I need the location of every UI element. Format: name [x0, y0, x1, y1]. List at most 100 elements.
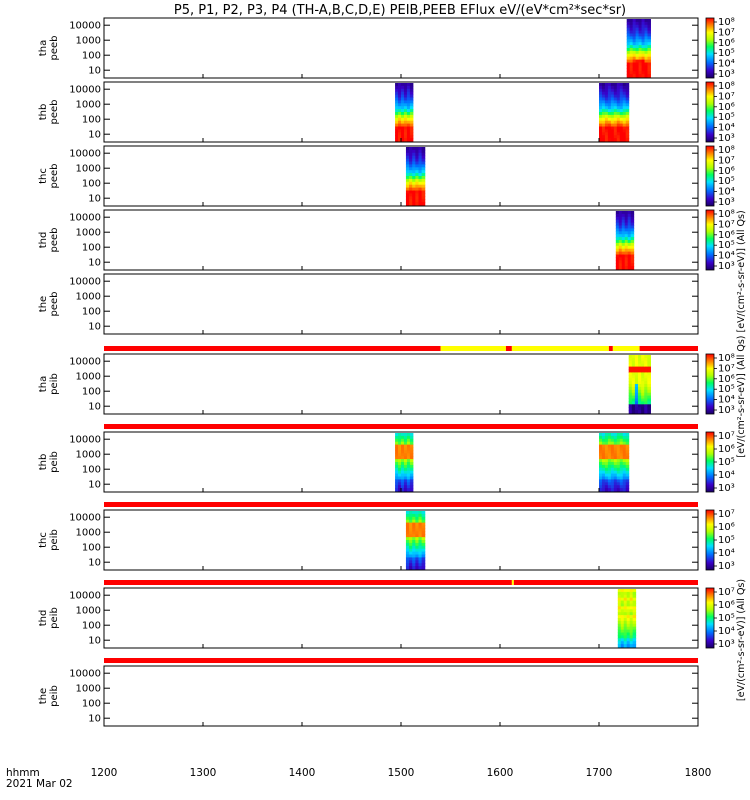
- spectrogram-cell: [409, 103, 414, 107]
- spectrogram-cell: [638, 30, 643, 34]
- spectrogram-cell: [601, 473, 606, 477]
- spectrogram-cell: [409, 138, 414, 142]
- spectrogram-cell: [623, 626, 628, 631]
- spectrogram-cell: [619, 438, 624, 443]
- spectrogram-cell: [621, 266, 626, 270]
- spectrogram-cell: [406, 433, 411, 437]
- spectrogram-cell: [627, 216, 632, 221]
- spectrogram-cell: [641, 36, 646, 40]
- spectrogram-cell: [626, 629, 631, 633]
- colorbar-tick-label: 10⁴: [718, 123, 735, 134]
- spectrogram-cell: [406, 470, 411, 475]
- spectrogram-cell: [629, 594, 634, 599]
- spectrogram-cell: [641, 71, 646, 75]
- spectrogram-cell: [401, 453, 405, 457]
- colorbar-scale: [705, 81, 715, 143]
- spectrogram-cell: [412, 176, 416, 180]
- spectrogram-cell: [395, 450, 399, 454]
- spectrogram-cell: [616, 473, 621, 477]
- spectrogram-cell: [620, 612, 625, 616]
- spectrogram-cell: [604, 138, 609, 142]
- spectrogram-cell: [599, 117, 603, 122]
- spectrogram-cell: [628, 372, 633, 376]
- colorbar-scale: [705, 209, 715, 271]
- spectrogram-cell: [607, 135, 612, 139]
- panel-frame: [103, 145, 699, 207]
- spectrogram-cell: [409, 548, 413, 553]
- spectrogram-cell: [604, 126, 609, 130]
- spectrogram-cell: [613, 132, 618, 136]
- spectrogram-cell: [395, 106, 399, 110]
- spectrogram-cell: [641, 59, 646, 63]
- colorbar-tick-label: 10⁴: [718, 187, 735, 198]
- spectrogram-cell: [625, 485, 630, 489]
- spectrogram-cell: [634, 407, 639, 411]
- colorbar-scale: [705, 587, 715, 649]
- colorbar-tick-label: 10⁴: [718, 470, 735, 481]
- spectrogram-cell: [629, 39, 634, 43]
- spectrogram-cell: [628, 381, 633, 385]
- spectrogram-cell: [629, 59, 634, 63]
- spectrogram-cell: [630, 228, 635, 232]
- spectrogram-cell: [412, 161, 416, 165]
- colorbar-tick-label: 10⁷: [718, 509, 735, 520]
- spectrogram-cell: [616, 453, 621, 457]
- spectrogram-cell: [647, 395, 651, 399]
- spectrogram-cell: [644, 45, 649, 49]
- spectrogram-cell: [406, 120, 411, 125]
- panel-ylabel-product: peib: [49, 451, 60, 473]
- spectrogram-cell: [629, 33, 634, 37]
- spectrogram-cell: [638, 33, 643, 37]
- spectrogram-cell: [626, 615, 631, 619]
- spectrogram-cell: [412, 199, 416, 203]
- spectrogram-cell: [599, 433, 603, 437]
- spectrogram-cell: [406, 109, 411, 113]
- spectrogram-cell: [604, 135, 609, 139]
- spectrogram-cell: [632, 59, 637, 63]
- spectrogram-cell: [641, 366, 645, 370]
- spectrogram-burst: [405, 511, 426, 570]
- spectrogram-cell: [613, 94, 618, 98]
- spectrogram-cell: [641, 68, 646, 72]
- spectrogram-cell: [622, 83, 627, 87]
- spectrogram-cell: [406, 112, 411, 116]
- spectrogram-cell: [403, 94, 408, 98]
- spectrogram-cell: [398, 100, 402, 104]
- spectrogram-cell: [412, 566, 416, 570]
- spectrogram-cell: [644, 27, 649, 32]
- spectrogram-cell: [619, 453, 624, 457]
- spectrogram-cell: [629, 620, 634, 625]
- spectrogram-cell: [619, 85, 624, 90]
- spectrogram-cell: [409, 551, 413, 555]
- spectrogram-cell: [415, 196, 419, 200]
- mode-bar-segment: [104, 424, 698, 429]
- y-tick-label: 10: [88, 66, 101, 77]
- spectrogram-cell: [644, 378, 648, 382]
- spectrogram-cell: [632, 635, 637, 639]
- spectrogram-cell: [409, 97, 414, 101]
- spectrogram-cell: [622, 103, 627, 107]
- spectrogram-cell: [398, 485, 402, 489]
- spectrogram-cell: [616, 83, 621, 87]
- spectrogram-cell: [401, 464, 405, 469]
- spectrogram-cell: [409, 158, 413, 162]
- spectrogram-cell: [619, 441, 624, 446]
- spectrogram-cell: [604, 106, 609, 110]
- spectrogram-cell: [620, 609, 625, 613]
- spectrogram-cell: [641, 53, 646, 58]
- colorbar-tick-label: 10⁷: [718, 219, 735, 230]
- spectrogram-cell: [601, 447, 606, 451]
- spectrogram-cell: [401, 91, 405, 96]
- panel-ylabel: thepeeb: [38, 292, 60, 317]
- spectrogram-cell: [405, 155, 410, 160]
- spectrogram-cell: [616, 91, 621, 96]
- spectrogram-cell: [630, 216, 635, 221]
- spectrogram-cell: [616, 120, 621, 125]
- spectrogram-cell: [641, 24, 646, 29]
- spectrogram-cell: [641, 21, 646, 26]
- mode-bar-segment: [440, 346, 506, 351]
- spectrogram-cell: [622, 129, 627, 133]
- spectrogram-cell: [632, 62, 637, 66]
